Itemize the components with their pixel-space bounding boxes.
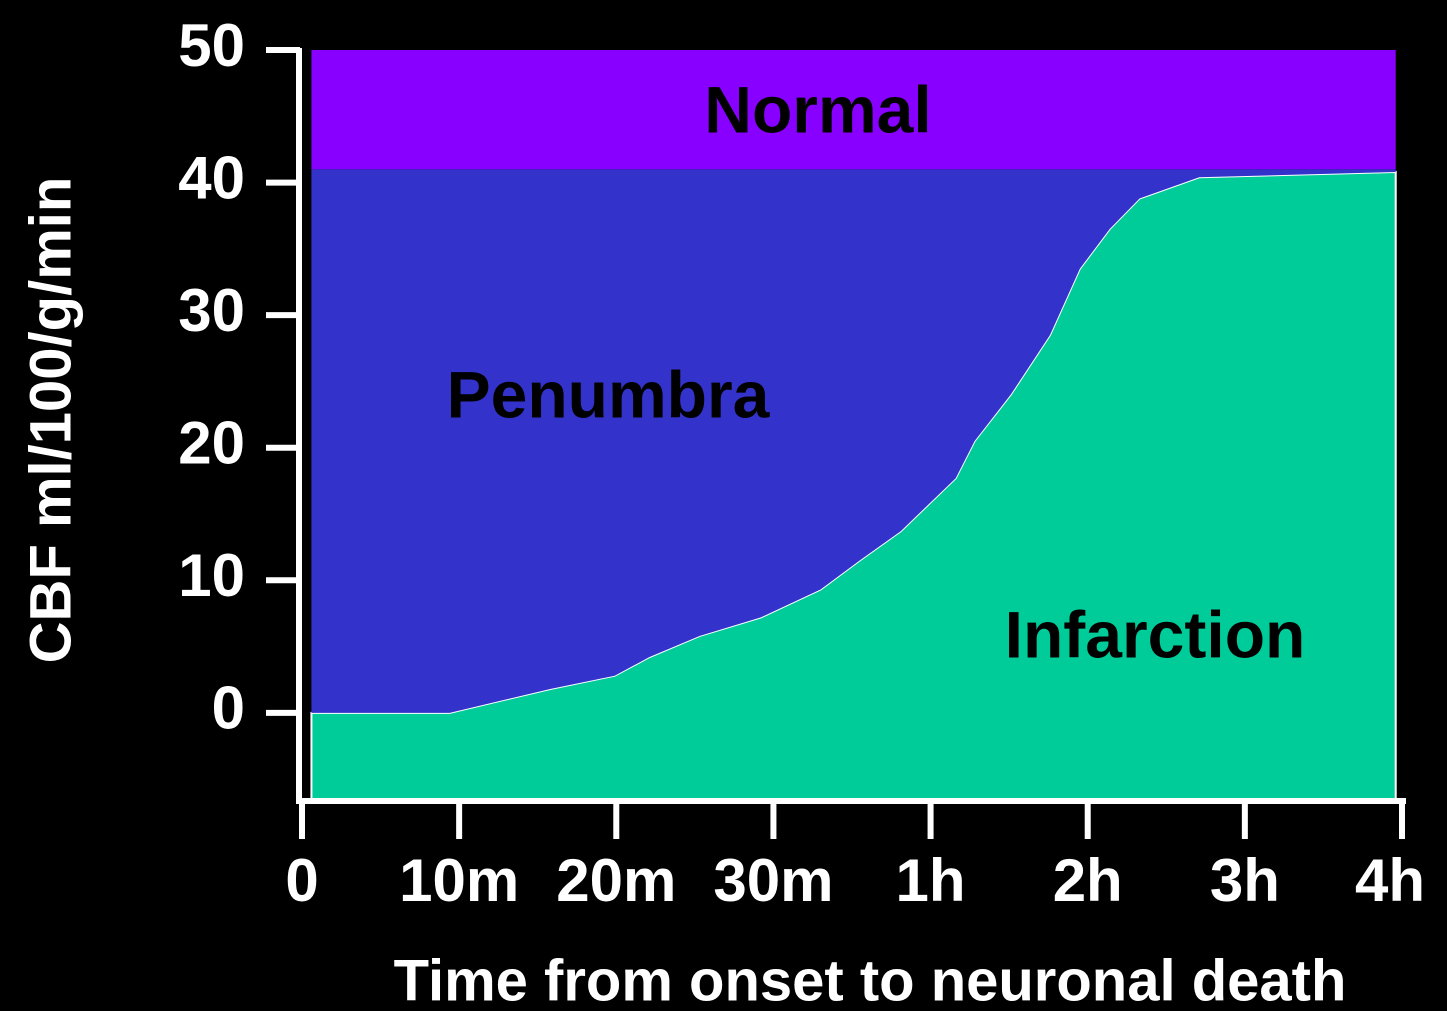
x-tick-label: 20m [556,847,676,914]
x-axis-label: Time from onset to neuronal death [394,948,1347,1011]
x-tick-label: 3h [1210,847,1280,914]
y-tick-label: 30 [178,277,245,344]
y-tick-label: 40 [178,144,245,211]
region-label: Normal [704,72,931,146]
y-tick-label: 0 [212,675,245,742]
y-axis-label: CBF ml/100/g/min [18,177,83,664]
x-tick-label: 1h [896,847,966,914]
y-tick-label: 10 [178,542,245,609]
region-label: Infarction [1005,597,1306,671]
x-tick-label: 0 [285,847,318,914]
x-tick-label: 30m [713,847,833,914]
x-tick-label: 2h [1053,847,1123,914]
x-tick-label: 10m [399,847,519,914]
area-1 [311,169,1396,713]
y-tick-label: 50 [178,12,245,79]
area-2 [311,50,1396,170]
x-tick-label: 4h [1355,847,1425,914]
y-tick-label: 20 [178,410,245,477]
region-label: Penumbra [447,357,771,431]
